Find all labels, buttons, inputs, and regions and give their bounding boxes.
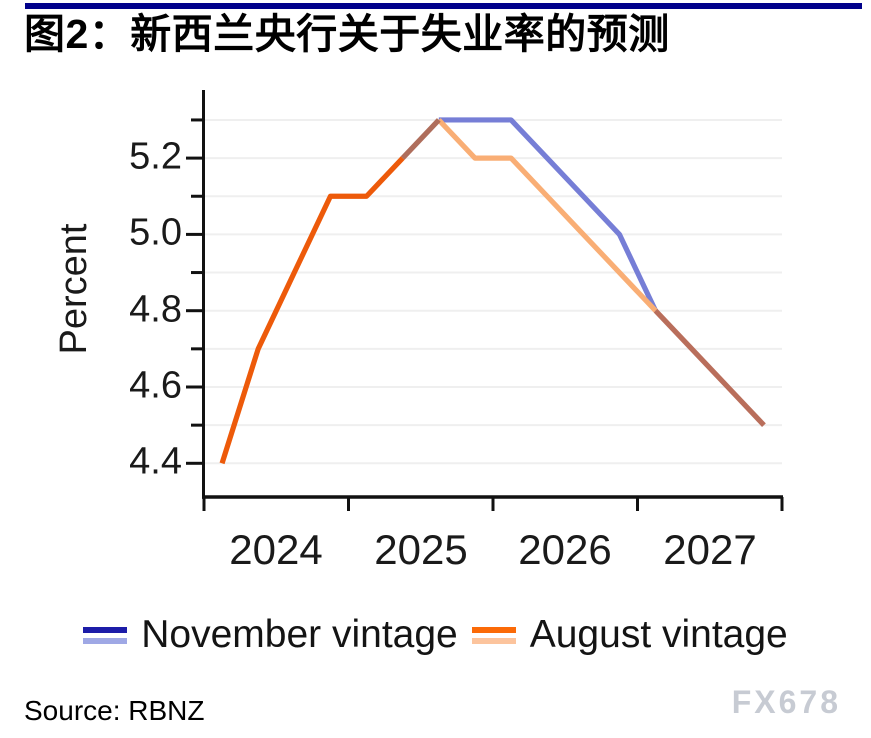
x-axis-tick-label: 2027 <box>663 526 757 573</box>
legend-swatch-line <box>471 637 516 644</box>
legend-swatch-august <box>471 626 516 644</box>
watermark: FX678 <box>731 684 841 720</box>
y-axis-tick-label: 4.6 <box>129 364 182 407</box>
y-axis-tick-label: 5.2 <box>129 135 182 178</box>
y-axis-tick-label: 5.0 <box>129 211 182 254</box>
legend-swatch-line <box>83 626 128 633</box>
x-axis-tick-label: 2025 <box>374 526 468 573</box>
x-axis-tick-label: 2026 <box>518 526 612 573</box>
legend-swatch-line <box>83 637 128 644</box>
y-axis-tick-label: 4.4 <box>129 440 182 483</box>
source-note: Source: RBNZ <box>24 695 205 726</box>
page-title: 图2：新西兰央行关于失业率的预测 <box>24 11 670 57</box>
chart-legend: November vintage August vintage <box>0 612 871 658</box>
legend-swatch-line <box>471 626 516 633</box>
legend-swatch-november <box>83 626 128 644</box>
y-axis-tick-label: 4.8 <box>129 288 182 331</box>
legend-label-august: August vintage <box>529 613 788 656</box>
accent-bar <box>25 3 862 9</box>
x-axis-tick-label: 2024 <box>229 526 323 573</box>
legend-label-november: November vintage <box>141 613 458 656</box>
